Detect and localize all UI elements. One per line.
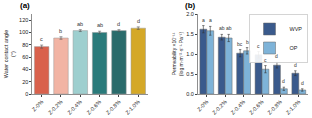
svg-text:Z-0%: Z-0% xyxy=(31,99,45,113)
svg-text:Z-0.6%: Z-0.6% xyxy=(248,99,265,116)
svg-text:c: c xyxy=(40,36,43,42)
svg-text:2.0: 2.0 xyxy=(186,11,194,17)
svg-text:Z-0.4%: Z-0.4% xyxy=(66,99,83,116)
svg-text:120: 120 xyxy=(19,17,28,23)
svg-text:d: d xyxy=(137,18,140,24)
svg-text:c: c xyxy=(257,43,260,49)
svg-text:Z-1.0%: Z-1.0% xyxy=(285,99,302,116)
svg-text:1.0: 1.0 xyxy=(186,51,194,57)
svg-text:0: 0 xyxy=(25,91,28,97)
svg-text:ab: ab xyxy=(97,22,103,28)
svg-text:b: b xyxy=(59,28,62,34)
svg-text:(b): (b) xyxy=(185,1,196,10)
svg-text:Z-0.8%: Z-0.8% xyxy=(105,99,122,116)
svg-text:d: d xyxy=(275,53,278,59)
svg-text:d: d xyxy=(301,80,304,86)
svg-text:Z-0.6%: Z-0.6% xyxy=(85,99,102,116)
svg-text:Water contact angle(°): Water contact angle(°) xyxy=(3,30,16,79)
svg-text:WVP: WVP xyxy=(290,26,303,32)
svg-text:b: b xyxy=(246,39,249,45)
svg-text:a: a xyxy=(209,17,212,23)
svg-text:OP: OP xyxy=(290,45,298,51)
svg-text:20: 20 xyxy=(22,79,28,85)
svg-text:60: 60 xyxy=(22,54,28,60)
svg-text:ab: ab xyxy=(226,25,232,31)
svg-text:Z-0%: Z-0% xyxy=(196,99,210,113)
svg-text:d: d xyxy=(282,78,285,84)
svg-text:0.0: 0.0 xyxy=(186,91,194,97)
svg-text:1.5: 1.5 xyxy=(186,31,194,37)
svg-text:0.5: 0.5 xyxy=(186,71,194,77)
svg-text:c: c xyxy=(264,57,267,63)
svg-text:100: 100 xyxy=(19,29,28,35)
svg-text:(a): (a) xyxy=(20,1,30,10)
svg-text:ab: ab xyxy=(219,25,225,31)
svg-text:40: 40 xyxy=(22,66,28,72)
svg-text:Z-0.8%: Z-0.8% xyxy=(266,99,283,116)
svg-text:Z-0.2%: Z-0.2% xyxy=(211,99,228,116)
svg-text:Z-0.2%: Z-0.2% xyxy=(47,99,64,116)
svg-text:80: 80 xyxy=(22,42,28,48)
svg-text:Permeability ×10⁻¹¹(log m·m⁻²·: Permeability ×10⁻¹¹(log m·m⁻²·s⁻¹·Pa⁻¹) xyxy=(171,32,184,77)
svg-text:Z-1.0%: Z-1.0% xyxy=(124,99,141,116)
svg-text:a: a xyxy=(202,17,205,23)
svg-text:d: d xyxy=(294,62,297,68)
svg-text:ab: ab xyxy=(77,21,83,27)
svg-text:d: d xyxy=(117,21,120,27)
svg-text:bc: bc xyxy=(237,41,243,47)
svg-text:Z-0.4%: Z-0.4% xyxy=(229,99,246,116)
